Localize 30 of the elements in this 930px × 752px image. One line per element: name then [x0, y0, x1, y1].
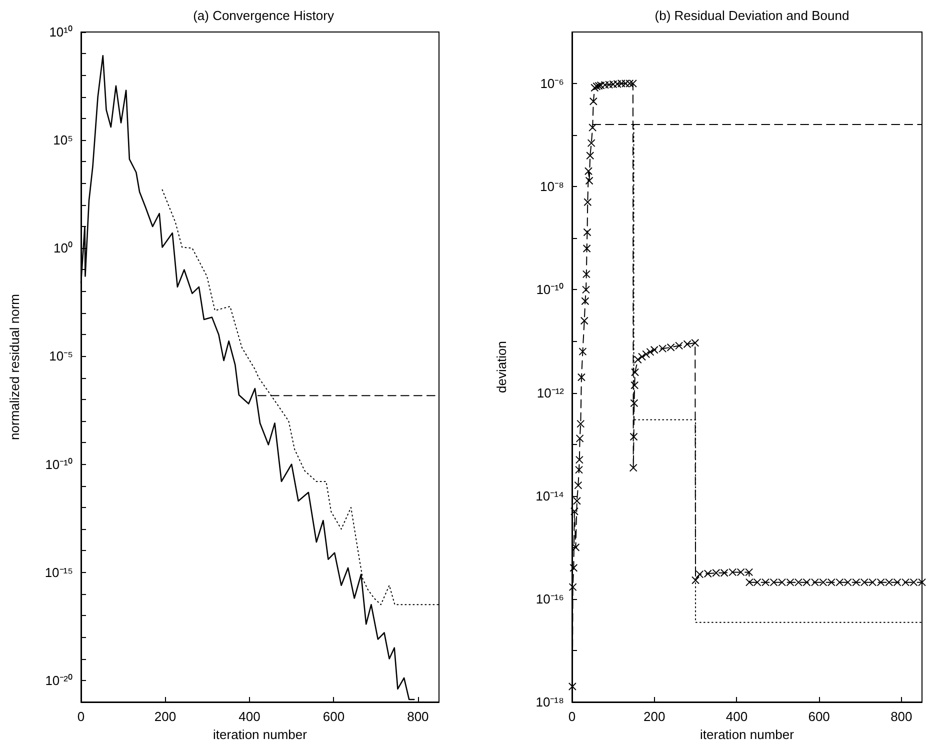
x-tick-label: 200: [644, 709, 666, 724]
x-tick-label: 0: [568, 709, 576, 724]
y-tick-label: 10⁻¹⁸: [536, 694, 564, 710]
x-tick-label: 200: [154, 709, 176, 724]
y-tick-label: 10⁰: [54, 240, 73, 256]
y-axis-title: normalized residual norm: [7, 294, 22, 440]
x-tick-label: 600: [322, 709, 345, 724]
y-tick-label: 10⁵: [53, 132, 73, 148]
y-tick-label: 10⁻¹⁰: [45, 456, 73, 472]
x-axis-title: iteration number: [213, 726, 308, 742]
y-tick-label: 10¹⁰: [49, 24, 73, 40]
y-tick-label: 10⁻²⁰: [45, 672, 73, 688]
x-tick-label: 400: [726, 709, 748, 724]
chart-title: (b) Residual Deviation and Bound: [654, 8, 850, 23]
chart-title: (a) Convergence History: [193, 8, 334, 23]
x-tick-label: 400: [238, 709, 260, 724]
y-tick-label: 10⁻¹⁰: [536, 282, 564, 298]
y-tick-label: 10⁻⁶: [540, 76, 564, 92]
x-tick-label: 600: [808, 709, 830, 724]
x-axis-title: iteration number: [700, 726, 795, 742]
y-tick-label: 10⁻¹²: [536, 385, 565, 400]
x-tick-label: 800: [890, 709, 912, 724]
y-tick-label: 10⁻¹⁴: [536, 488, 564, 504]
y-tick-label: 10⁻¹⁵: [44, 564, 73, 580]
x-tick-label: 800: [407, 709, 429, 724]
y-tick-label: 10⁻⁸: [540, 179, 564, 194]
y-axis-title: deviation: [494, 340, 509, 394]
y-tick-label: 10⁻⁵: [49, 348, 73, 364]
y-tick-label: 10⁻¹⁶: [536, 591, 564, 606]
x-tick-label: 0: [77, 709, 85, 724]
